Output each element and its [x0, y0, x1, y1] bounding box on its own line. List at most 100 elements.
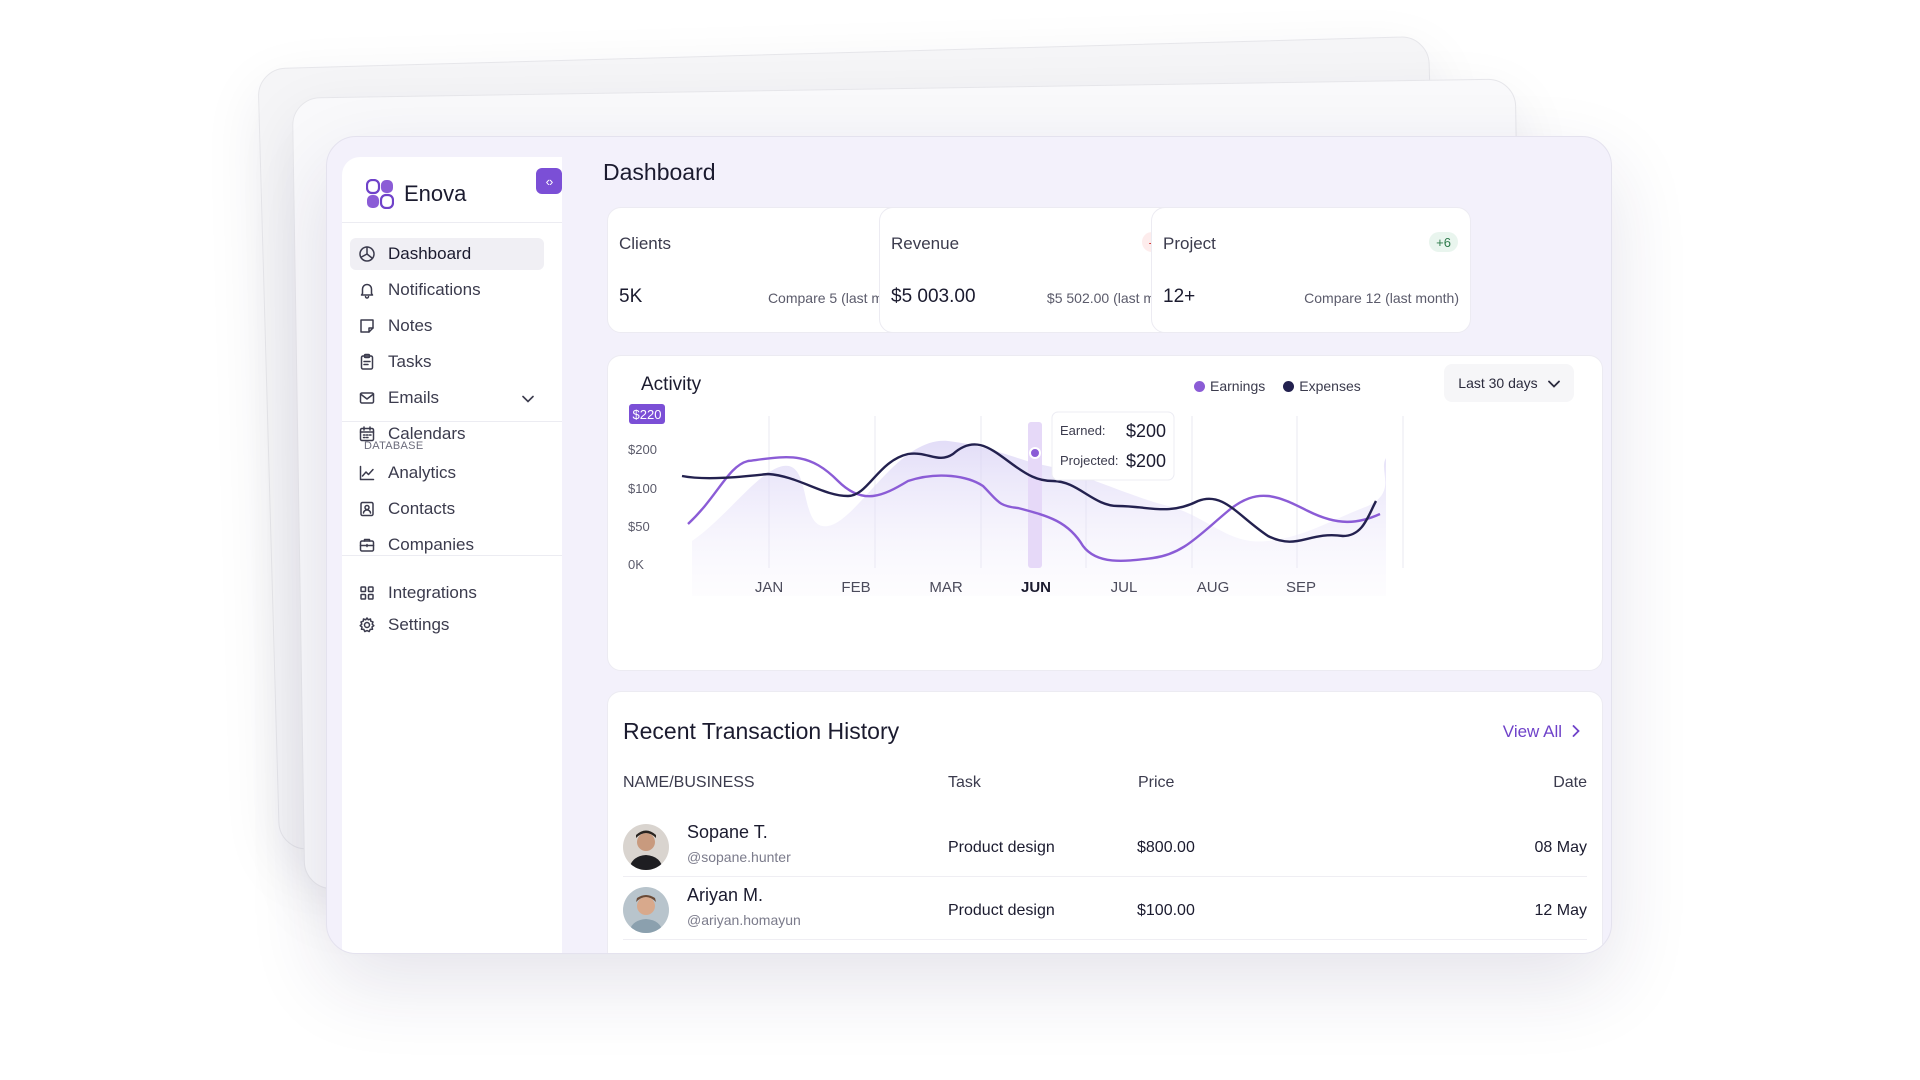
bell-icon	[358, 281, 376, 299]
x-tick-label: AUG	[1197, 579, 1230, 596]
row-date: 08 May	[1534, 839, 1587, 856]
x-tick-label: JUN	[1021, 579, 1051, 596]
chevron-down-icon	[522, 388, 534, 408]
row-handle: @ariyan.homayun	[687, 912, 801, 928]
sidebar-item-analytics[interactable]: Analytics	[350, 457, 544, 489]
transactions-title: Recent Transaction History	[623, 718, 900, 744]
legend-dot	[1283, 381, 1295, 392]
app-window: Enova ‹› Dashboard Notifications Notes Task…	[326, 136, 1612, 954]
legend-item-expenses[interactable]: Expenses	[1283, 378, 1361, 394]
activity-chart[interactable]: $200 $100 $50 0K $220 JAN FEB MAR JUN JUL AUG SEP Ea…	[608, 356, 1602, 670]
sidebar-nav-bottom: Integrations Settings	[350, 577, 544, 641]
row-name: Ariyan M.	[687, 885, 764, 905]
stat-value: 12+	[1163, 286, 1196, 307]
tooltip-projected-label: Projected:	[1060, 453, 1119, 468]
mail-icon	[358, 389, 376, 407]
sidebar-item-notes[interactable]: Notes	[350, 310, 544, 342]
activity-card: Activity Earnings Expenses Last 30 days $…	[607, 355, 1603, 671]
y-tick-label: $200	[628, 442, 657, 457]
sidebar-item-label: Contacts	[388, 499, 456, 518]
sidebar-item-label: Companies	[388, 535, 474, 554]
sidebar-item-tasks[interactable]: Tasks	[350, 346, 544, 378]
sidebar-item-contacts[interactable]: Contacts	[350, 493, 544, 525]
x-tick-label: FEB	[841, 579, 870, 596]
sidebar-divider	[342, 222, 562, 223]
sidebar-item-dashboard[interactable]: Dashboard	[350, 238, 544, 270]
x-tick-label: SEP	[1286, 579, 1316, 596]
sidebar-collapse-button[interactable]: ‹›	[536, 168, 562, 194]
activity-title: Activity	[641, 374, 702, 395]
column-header-task[interactable]: Task	[948, 774, 981, 791]
sidebar-item-label: Integrations	[388, 583, 477, 602]
sidebar-item-settings[interactable]: Settings	[350, 609, 544, 641]
stat-label: Clients	[619, 234, 671, 253]
highlight-point	[1029, 447, 1041, 459]
brand[interactable]: Enova	[365, 177, 467, 211]
highlight-bar	[1028, 422, 1042, 568]
stat-value: 5K	[619, 286, 643, 307]
value-badge-label: $220	[633, 407, 662, 422]
sidebar-nav-database: Analytics Contacts Companies	[350, 457, 544, 565]
chevron-down-icon	[1547, 375, 1560, 391]
legend-label: Expenses	[1299, 378, 1361, 394]
table-row[interactable]: Sopane T. @sopane.hunter Product design $80…	[623, 814, 1587, 877]
value-badge	[629, 404, 665, 424]
dashboard-icon	[358, 245, 376, 263]
stat-card-clients[interactable]: Clients+45KCompare 5 (last month)	[607, 207, 927, 333]
sidebar-divider	[342, 555, 562, 556]
sidebar-item-label: Tasks	[388, 352, 432, 371]
sidebar-item-integrations[interactable]: Integrations	[350, 577, 544, 609]
view-all-label: View All	[1502, 722, 1562, 741]
column-header-name-business[interactable]: NAME/BUSINESS	[623, 774, 755, 791]
row-task: Product design	[948, 902, 1055, 919]
sidebar-item-label: Notes	[388, 316, 433, 335]
sidebar-item-companies[interactable]: Companies	[350, 529, 544, 561]
stat-compare: Compare 5 (last month)	[767, 290, 915, 306]
y-tick-label: $50	[628, 519, 650, 534]
x-tick-label: MAR	[929, 579, 963, 596]
tooltip-projected-value: $200	[1126, 451, 1166, 471]
stat-compare: Compare 12 (last month)	[1304, 290, 1459, 306]
sidebar-item-label: Calendars	[388, 424, 466, 443]
sidebar-item-emails[interactable]: Emails	[350, 382, 544, 414]
code-toggle-icon: ‹›	[545, 173, 554, 189]
sidebar-item-label: Notifications	[388, 280, 481, 299]
avatar	[623, 824, 669, 870]
series-line-earnings	[687, 456, 1381, 563]
page-title: Dashboard	[603, 159, 716, 185]
column-header-date[interactable]: Date	[1553, 774, 1587, 791]
chart-tooltip	[1051, 411, 1175, 481]
stat-card-project[interactable]: Project +6 12+ Compare 12 (last month)	[1151, 207, 1471, 333]
row-handle: @sopane.hunter	[687, 849, 791, 865]
row-price: $800.00	[1137, 839, 1195, 856]
tooltip-earned-label: Earned:	[1060, 423, 1106, 438]
series-line-expenses	[681, 443, 1378, 543]
view-all-link[interactable]: View All	[1503, 722, 1580, 742]
stat-label: Revenue	[891, 234, 960, 253]
avatar	[623, 887, 669, 933]
app-name: Enova	[404, 181, 467, 206]
legend-item-earnings[interactable]: Earnings	[1194, 378, 1265, 394]
calendar-icon	[358, 425, 376, 443]
legend-label: Earnings	[1210, 378, 1266, 394]
y-tick-label: $100	[628, 481, 657, 496]
sidebar-item-label: Emails	[388, 388, 440, 407]
sidebar-item-label: Dashboard	[388, 244, 472, 263]
column-header-price[interactable]: Price	[1138, 774, 1175, 791]
enova-logo-icon	[365, 178, 395, 210]
clipboard-icon	[358, 353, 376, 371]
row-task: Product design	[948, 839, 1055, 856]
x-tick-label: JAN	[755, 579, 783, 596]
y-tick-label: 0K	[628, 557, 644, 572]
table-row[interactable]: Ariyan M. @ariyan.homayun Product design $1…	[623, 877, 1587, 940]
sidebar-item-calendars[interactable]: Calendars	[350, 418, 544, 450]
contact-icon	[358, 500, 376, 518]
briefcase-icon	[358, 536, 376, 554]
row-date: 12 May	[1534, 902, 1587, 919]
date-range-select[interactable]: Last 30 days	[1444, 364, 1574, 402]
sidebar-item-notifications[interactable]: Notifications	[350, 274, 544, 306]
x-tick-label: JUL	[1111, 579, 1138, 596]
chevron-right-icon	[1572, 722, 1580, 742]
grid-icon	[358, 584, 376, 602]
sidebar-divider	[342, 421, 562, 422]
